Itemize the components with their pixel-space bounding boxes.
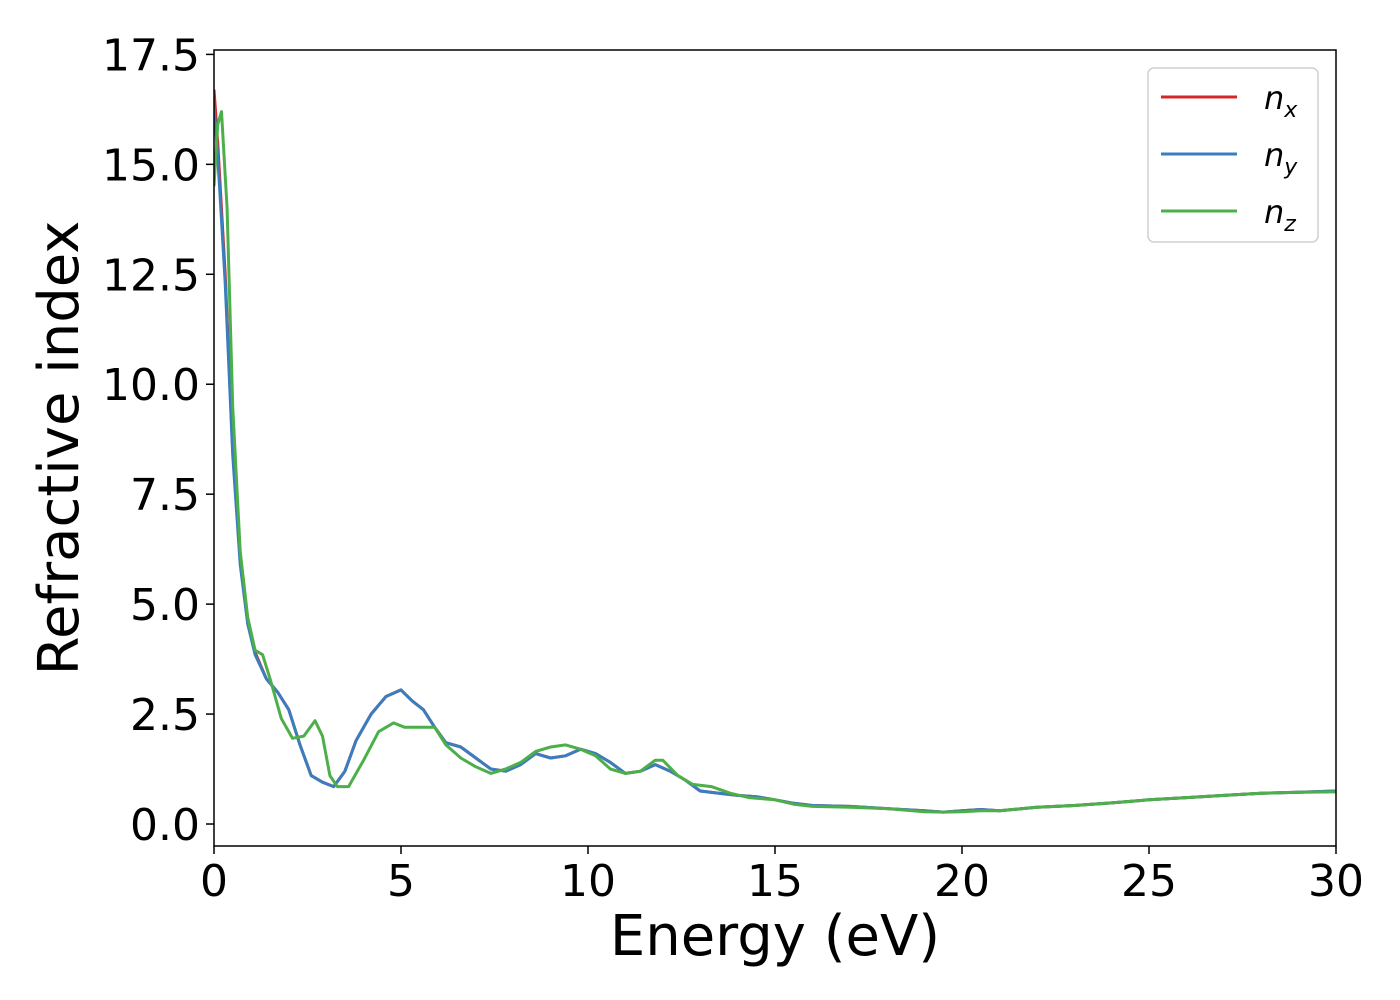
y-tick-label: 12.5 (102, 250, 200, 301)
legend-subscript: y (1283, 155, 1298, 180)
y-axis: 0.0 2.5 5.0 7.5 10.0 12.5 15.0 17.5 (102, 30, 214, 851)
y-tick-label: 10.0 (102, 360, 200, 411)
series-layer (214, 89, 1336, 814)
y-tick-label: 15.0 (102, 140, 200, 191)
x-axis-label: Energy (eV) (610, 904, 940, 969)
x-axis: 0 5 10 15 20 25 30 (200, 846, 1364, 907)
series-line-nz (214, 110, 1336, 814)
x-tick-label: 15 (747, 856, 803, 907)
y-tick-label: 17.5 (102, 30, 200, 81)
y-tick-label: 0.0 (130, 800, 200, 851)
y-axis-label: Refractive index (27, 221, 92, 676)
y-tick-label: 7.5 (130, 470, 200, 521)
legend-subscript: x (1283, 98, 1298, 123)
x-tick-label: 5 (387, 856, 415, 907)
x-tick-label: 30 (1308, 856, 1364, 907)
x-tick-label: 20 (934, 856, 990, 907)
x-tick-label: 10 (560, 856, 616, 907)
x-tick-label: 25 (1121, 856, 1177, 907)
legend-subscript: z (1283, 212, 1296, 237)
y-tick-label: 2.5 (130, 690, 200, 741)
y-tick-label: 5.0 (130, 580, 200, 631)
x-tick-label: 0 (200, 856, 228, 907)
